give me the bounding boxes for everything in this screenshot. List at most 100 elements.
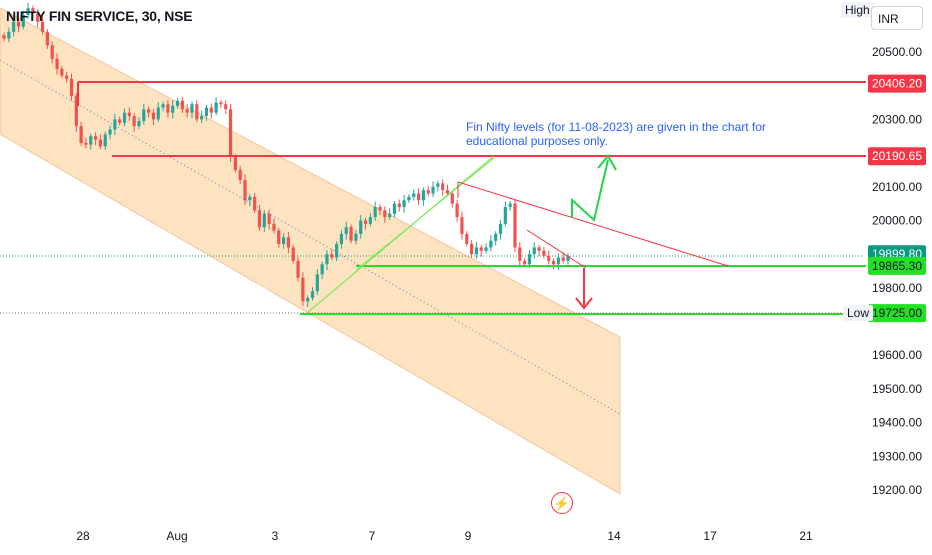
candle-body — [113, 119, 117, 130]
candle-body — [344, 227, 348, 234]
x-tick-label: Aug — [166, 529, 187, 543]
candle-body — [228, 109, 233, 157]
candle-body — [325, 254, 329, 265]
price-tag-label: 20190.65 — [872, 149, 922, 163]
candle-body — [445, 190, 450, 194]
candle-body — [50, 45, 54, 59]
candle-body — [368, 217, 372, 224]
candle-body — [224, 104, 228, 110]
candle-body — [262, 213, 266, 228]
price-tags: 20406.2020190.6519899.8019865.3019731.15… — [868, 74, 926, 323]
candle-body — [137, 121, 141, 127]
candle-body — [310, 291, 315, 298]
candle-body — [527, 254, 532, 265]
mini-wedge-line — [526, 229, 587, 269]
triangle-upper-line — [457, 181, 729, 267]
candle-body — [171, 105, 175, 113]
candle-body — [40, 21, 45, 32]
y-tick-label: 20100.00 — [872, 180, 922, 194]
candle-body — [93, 136, 98, 140]
candle-body — [156, 107, 160, 120]
y-tick-label: 20500.00 — [872, 45, 922, 59]
x-axis[interactable]: 28 Aug 3 7 9 14 17 21 — [76, 529, 813, 543]
y-tick-label: 19600.00 — [872, 348, 922, 362]
candle-body — [98, 139, 103, 147]
candle-body — [26, 8, 30, 15]
candle-body — [402, 200, 406, 207]
candle-body — [426, 190, 430, 194]
candle-body — [523, 260, 527, 265]
x-tick-label: 3 — [272, 529, 279, 543]
candle-body — [489, 240, 493, 248]
candle-body — [200, 116, 204, 120]
candle-body — [74, 95, 78, 127]
x-tick-label: 21 — [799, 529, 813, 543]
candle-body — [450, 193, 454, 204]
candle-body — [243, 180, 247, 201]
y-tick-label: 19500.00 — [872, 382, 922, 396]
price-tag-box — [868, 74, 926, 93]
candle-body — [479, 247, 483, 251]
lightning-icon[interactable]: ⚡ — [551, 492, 573, 514]
x-tick-label: 17 — [703, 529, 717, 543]
candle-body — [55, 58, 59, 69]
x-tick-label: 9 — [465, 529, 472, 543]
candle-body — [209, 107, 213, 113]
candle-body — [494, 233, 498, 241]
candle-body — [561, 257, 565, 261]
y-axis[interactable]: 20500.00 20300.00 20100.00 20000.00 19800.00… — [872, 45, 922, 497]
candle-body — [166, 104, 170, 113]
candle-body — [518, 247, 522, 261]
low-label: Low — [843, 305, 874, 321]
price-tag-box — [868, 256, 926, 275]
candle-body — [147, 109, 151, 113]
candle-body — [407, 196, 411, 201]
candle-body — [151, 112, 156, 120]
candle-body — [291, 247, 295, 261]
candle-body — [248, 196, 252, 201]
candle-body — [7, 31, 11, 39]
price-tag-label: 19865.30 — [872, 259, 922, 273]
candle-body — [566, 255, 570, 261]
candle-body — [537, 247, 541, 251]
candle-body — [272, 223, 276, 231]
candle-body — [412, 193, 416, 197]
candle-body — [373, 206, 377, 218]
candle-body — [16, 21, 21, 27]
currency-selector[interactable]: INR — [871, 6, 923, 30]
candle-body — [349, 227, 353, 241]
candle-body — [465, 233, 469, 245]
candle-body — [441, 183, 445, 191]
candle-body — [84, 142, 88, 145]
candle-body — [161, 104, 165, 108]
price-tag-label: 20406.20 — [872, 77, 922, 91]
candle-body — [431, 186, 435, 194]
candle-body — [36, 13, 40, 22]
y-tick-label: 20300.00 — [872, 112, 922, 126]
candle-body — [12, 21, 16, 32]
candle-body — [219, 102, 223, 105]
symbol-title[interactable]: NIFTY FIN SERVICE, 30, NSE — [6, 8, 193, 24]
candle-body — [547, 255, 551, 261]
candle-body — [508, 203, 512, 207]
candle-body — [436, 183, 440, 187]
candle-body — [60, 68, 64, 76]
candle-body — [277, 230, 281, 245]
y-tick-label: 19800.00 — [872, 281, 922, 295]
annotation-line-1: Fin Nifty levels (for 11-08-2023) are gi… — [466, 120, 766, 134]
candle-body — [498, 223, 503, 234]
candle-body — [330, 254, 334, 258]
candle-body — [354, 233, 358, 241]
candle-body — [253, 196, 257, 211]
candle-body — [238, 169, 242, 181]
y-tick-label: 19200.00 — [872, 483, 922, 497]
bullish-arrow-head — [597, 154, 617, 171]
candle-body — [306, 297, 310, 302]
candle-body — [281, 237, 286, 245]
candle-body — [257, 210, 262, 228]
high-label: High — [841, 2, 874, 18]
candle-body — [195, 104, 199, 120]
candle-body — [127, 112, 131, 117]
